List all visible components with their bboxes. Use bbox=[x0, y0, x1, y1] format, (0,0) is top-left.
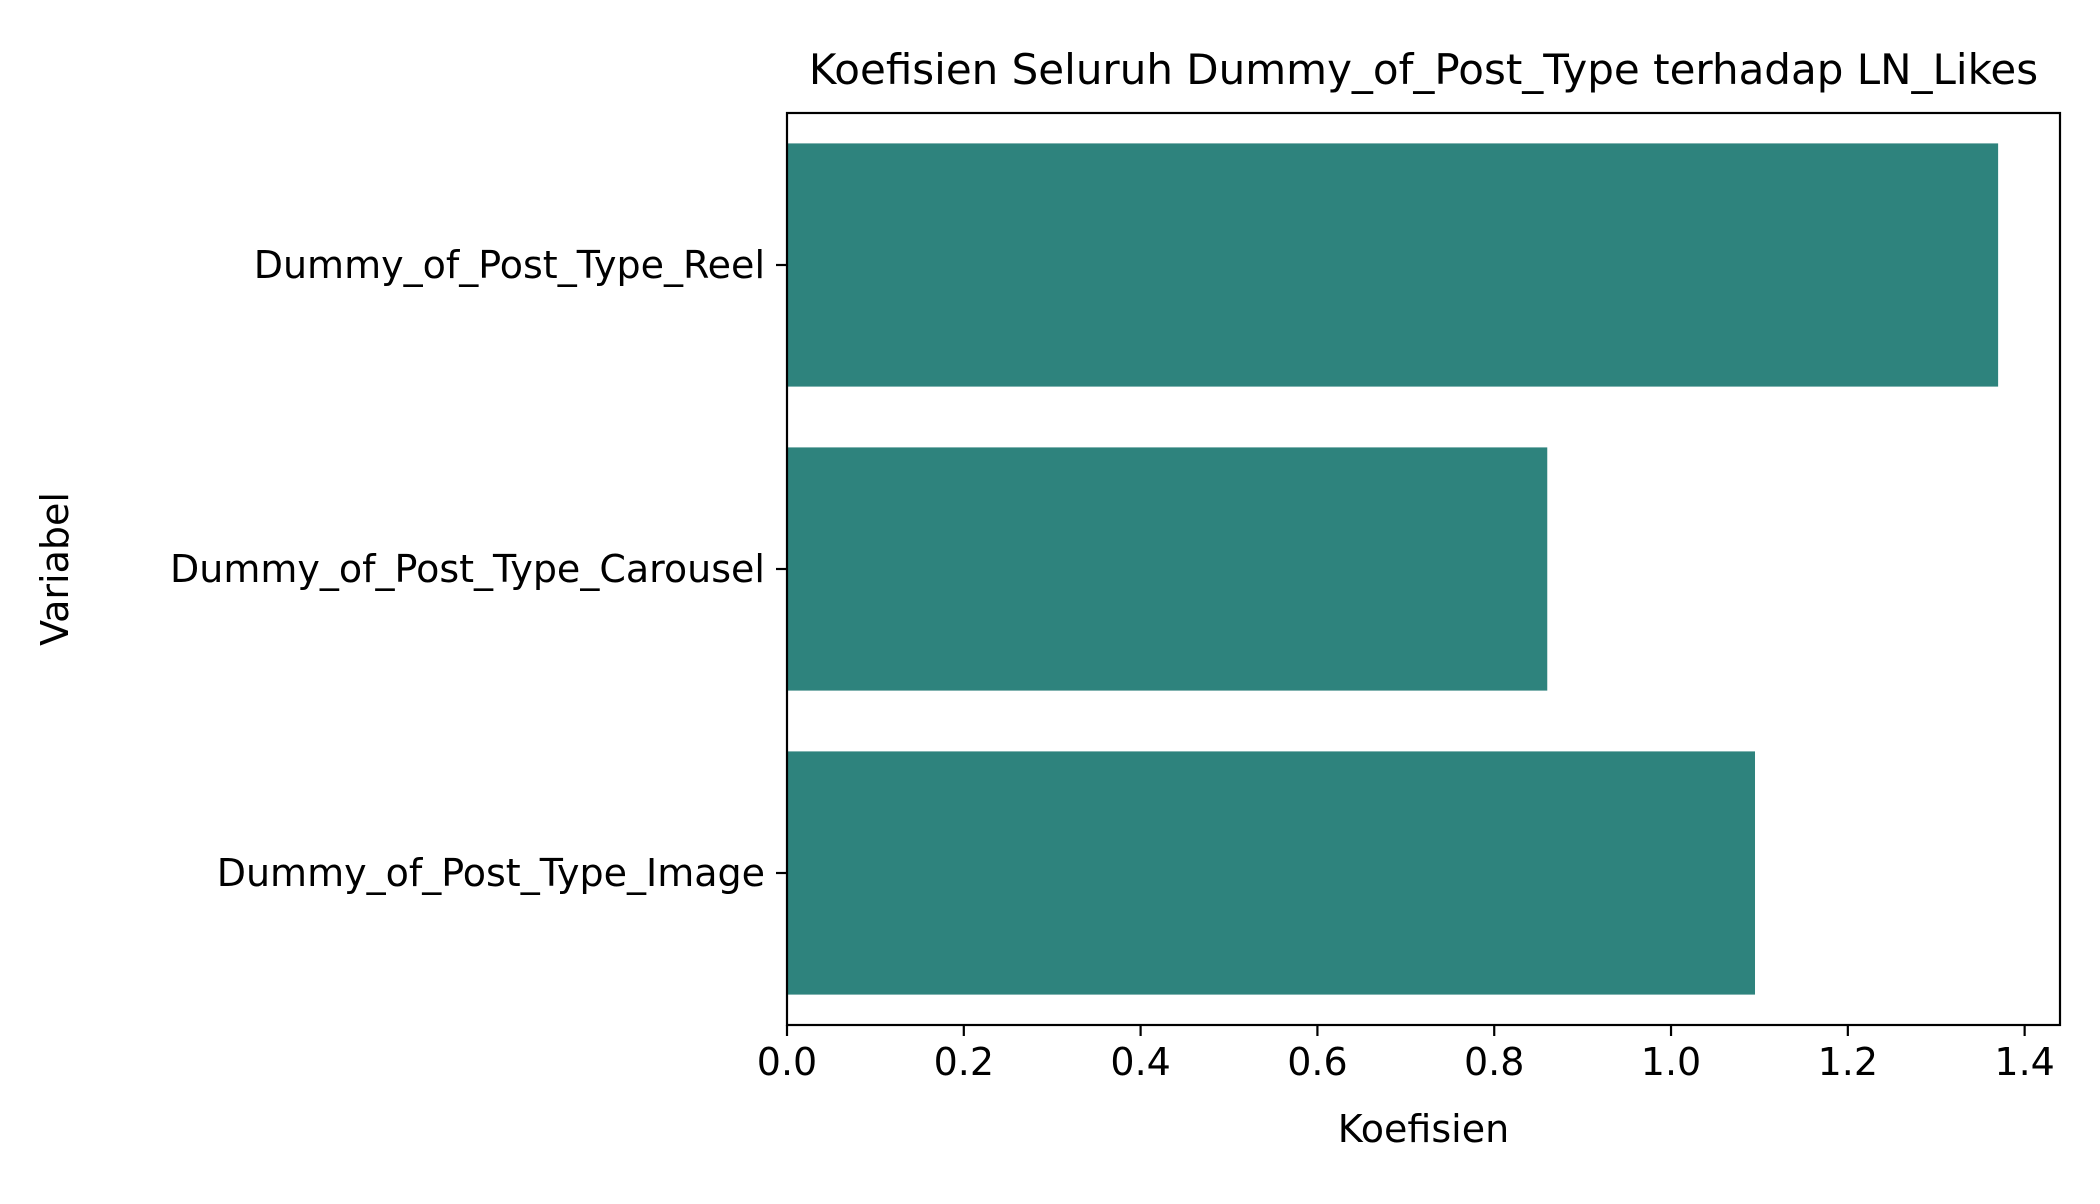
x-axis-label: Koefisien bbox=[1338, 1107, 1509, 1151]
x-tick-label: 0.8 bbox=[1464, 1040, 1524, 1084]
x-tick-label: 0.4 bbox=[1110, 1040, 1170, 1084]
x-tick-label: 0.2 bbox=[934, 1040, 994, 1084]
y-tick-label: Dummy_of_Post_Type_Reel bbox=[254, 243, 765, 287]
x-tick-label: 0.6 bbox=[1287, 1040, 1347, 1084]
bar-Dummy_of_Post_Type_Reel bbox=[787, 143, 1999, 387]
x-tick-label: 1.0 bbox=[1641, 1040, 1701, 1084]
bar-Dummy_of_Post_Type_Carousel bbox=[787, 447, 1548, 691]
ticks-layer: Dummy_of_Post_Type_Reel Dummy_of_Post_Typ… bbox=[170, 243, 2055, 1084]
y-tick-label: Dummy_of_Post_Type_Image bbox=[217, 851, 765, 895]
x-tick-label: 1.4 bbox=[1994, 1040, 2054, 1084]
x-tick-label: 1.2 bbox=[1818, 1040, 1878, 1084]
y-axis-label: Variabel bbox=[33, 492, 77, 646]
x-tick-label: 0.0 bbox=[757, 1040, 817, 1084]
chart-title: Koefisien Seluruh Dummy_of_Post_Type ter… bbox=[809, 45, 2038, 94]
y-tick-label: Dummy_of_Post_Type_Carousel bbox=[170, 547, 765, 591]
bars-layer bbox=[787, 143, 1999, 995]
bar-Dummy_of_Post_Type_Image bbox=[787, 751, 1756, 995]
